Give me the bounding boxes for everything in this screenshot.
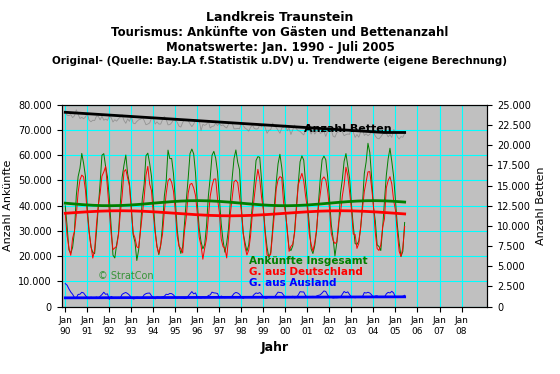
Text: G. aus Deutschland: G. aus Deutschland xyxy=(249,267,362,277)
Y-axis label: Anzahl Ankünfte: Anzahl Ankünfte xyxy=(3,160,12,251)
Text: Original- (Quelle: Bay.LA f.Statistik u.DV) u. Trendwerte (eigene Berechnung): Original- (Quelle: Bay.LA f.Statistik u.… xyxy=(53,56,507,66)
Text: G. aus Ausland: G. aus Ausland xyxy=(249,279,336,288)
Text: © StratCon: © StratCon xyxy=(99,271,154,281)
Text: Ankünfte Insgesamt: Ankünfte Insgesamt xyxy=(249,256,367,266)
Text: Tourismus: Ankünfte von Gästen und Bettenanzahl: Tourismus: Ankünfte von Gästen und Bette… xyxy=(111,26,449,39)
X-axis label: Jahr: Jahr xyxy=(260,341,288,354)
Y-axis label: Anzahl Betten: Anzahl Betten xyxy=(536,166,547,245)
Text: Anzahl Betten: Anzahl Betten xyxy=(304,125,391,135)
Text: Landkreis Traunstein: Landkreis Traunstein xyxy=(206,11,354,24)
Text: Monatswerte: Jan. 1990 - Juli 2005: Monatswerte: Jan. 1990 - Juli 2005 xyxy=(166,41,394,54)
